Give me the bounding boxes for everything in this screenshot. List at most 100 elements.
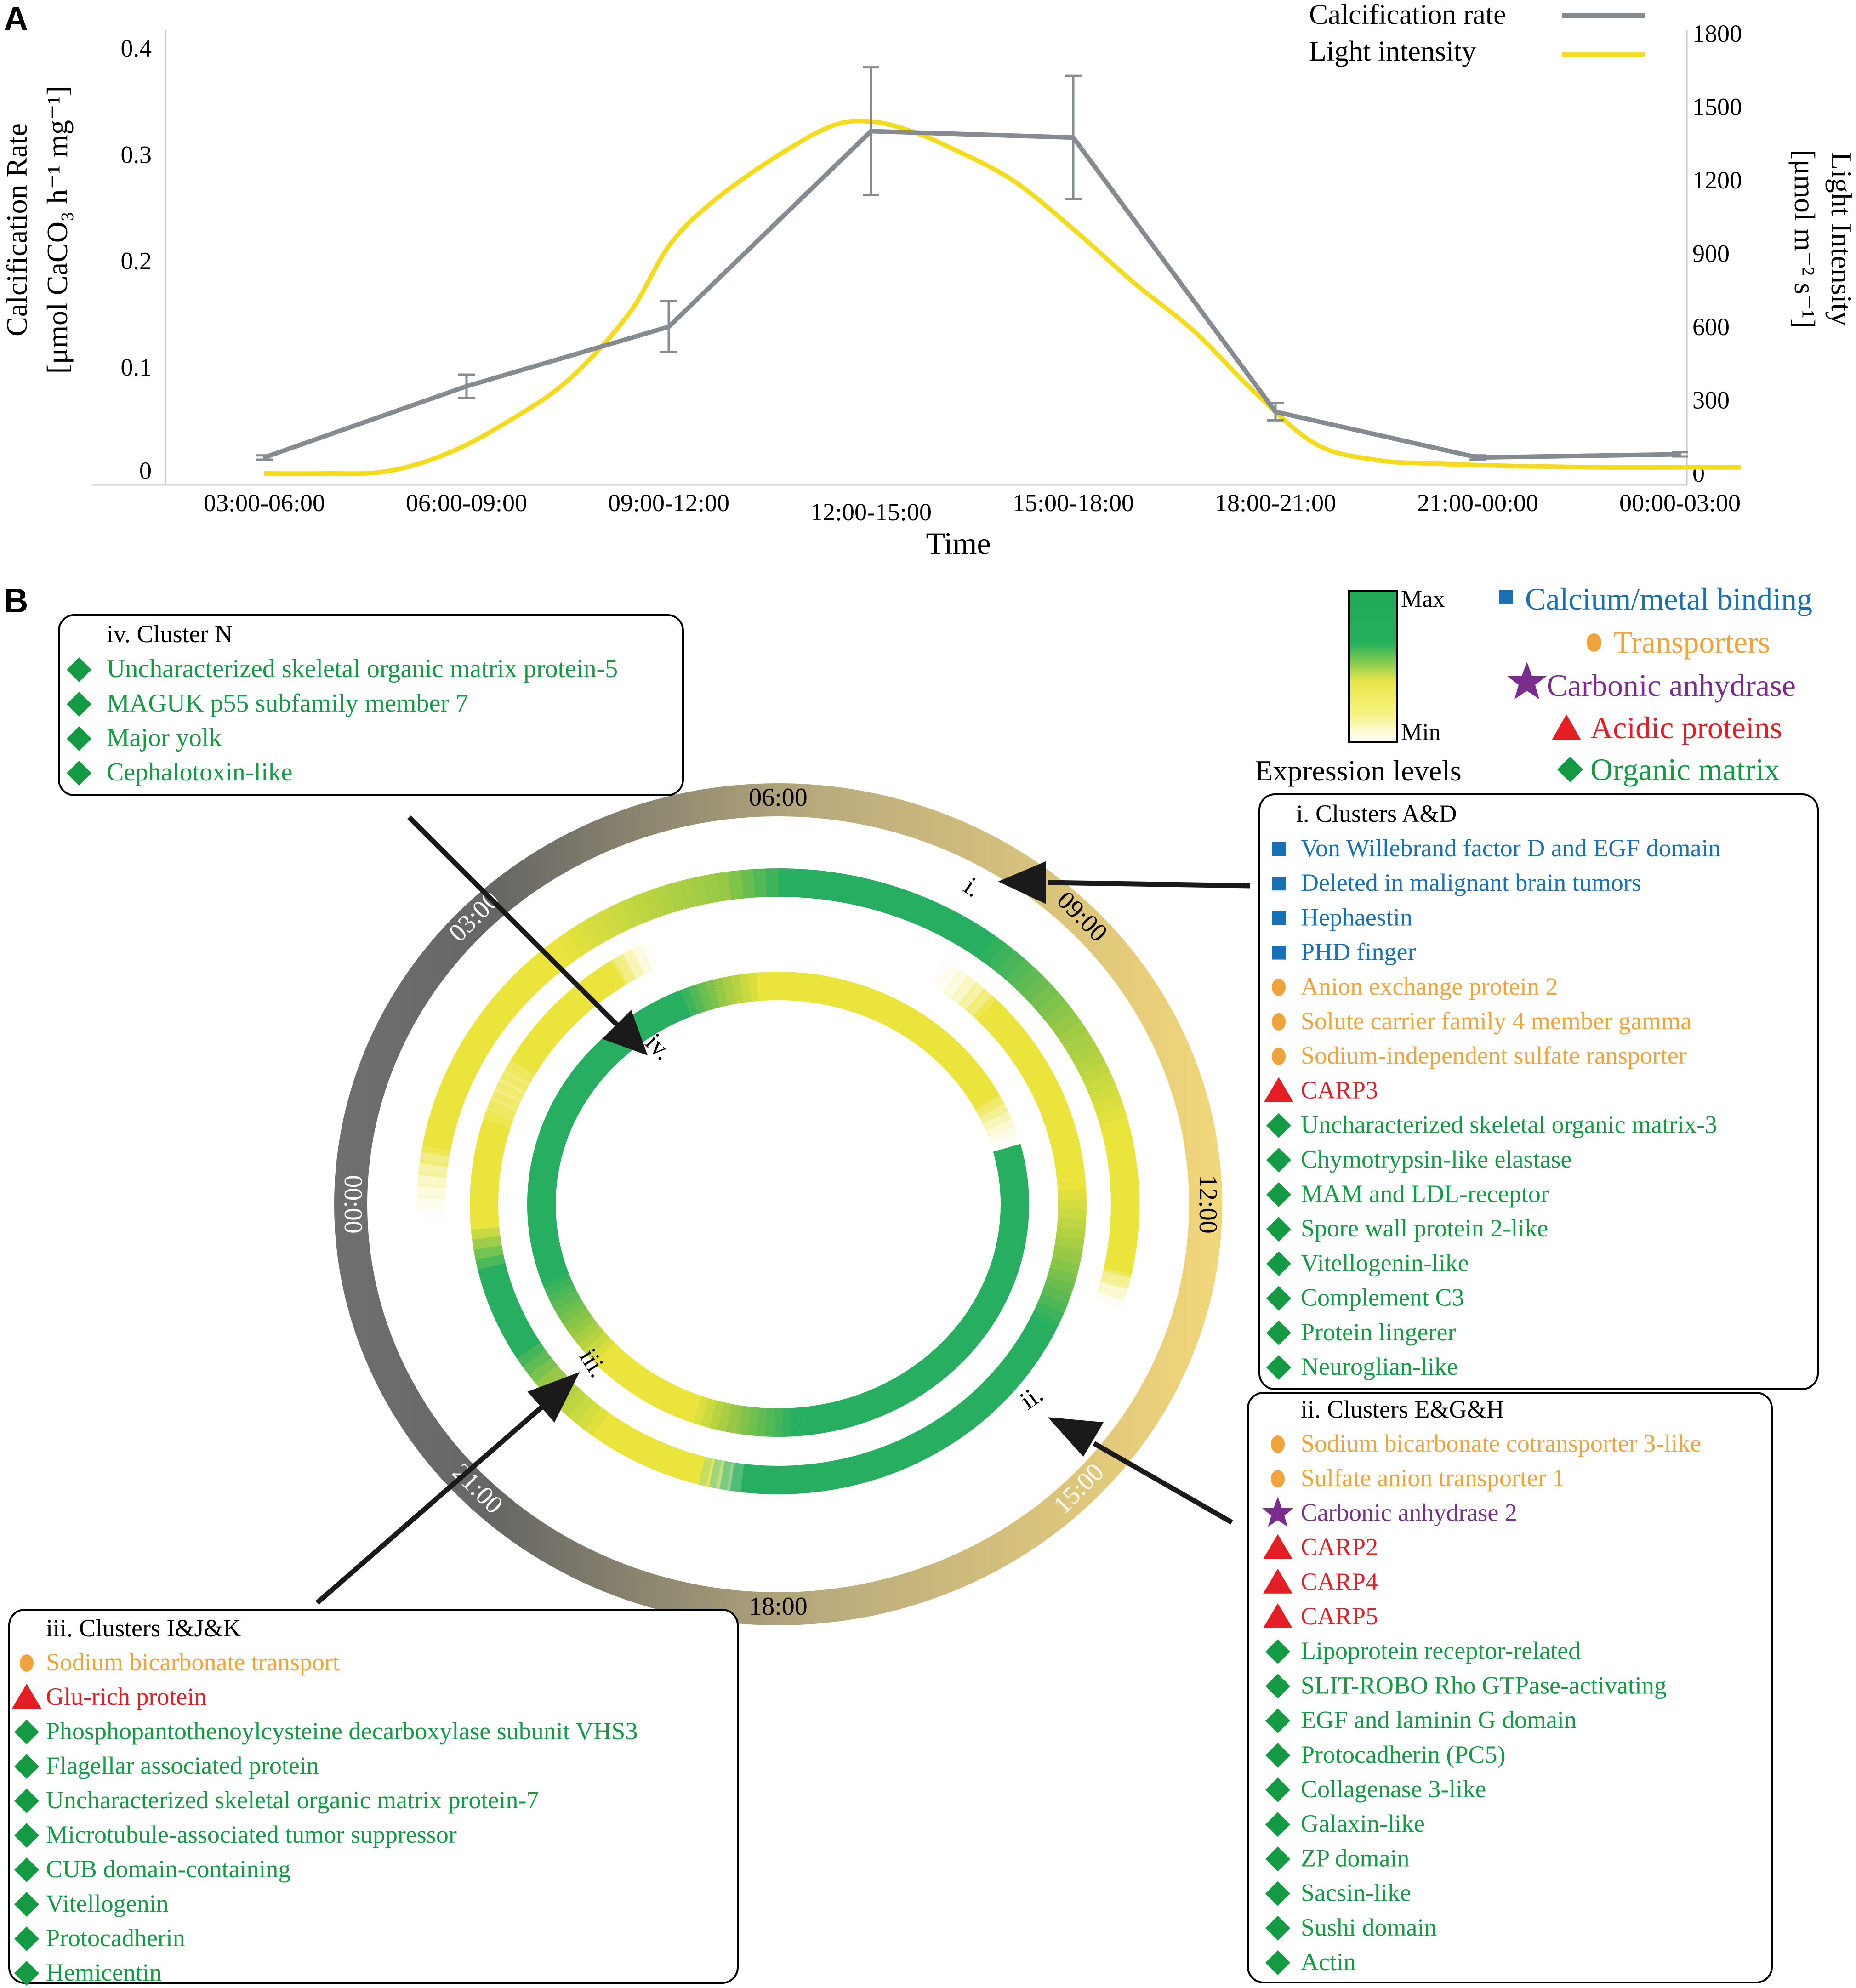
clock-ring xyxy=(334,783,1222,1625)
cluster-item-label: Spore wall protein 2-like xyxy=(1301,1214,1548,1242)
diamond-icon xyxy=(14,1720,39,1744)
x-tick-label: 18:00-21:00 xyxy=(1215,489,1336,517)
x-tick-labels: 03:00-06:00 06:00-09:00 09:00-12:00 12:00-1… xyxy=(204,489,1741,526)
right-axis-title-line1: Light Intensity xyxy=(1825,152,1856,326)
diamond-icon xyxy=(1266,1217,1291,1242)
square-icon xyxy=(1272,877,1286,891)
cluster-iii-list: iii. Clusters I&J&K Sodium bicarbonate tr… xyxy=(12,1614,638,1986)
ring-iv-upper-segment xyxy=(668,993,684,1021)
cluster-item-label: Carbonic anhydrase 2 xyxy=(1301,1498,1517,1526)
diamond-icon xyxy=(1266,1182,1291,1207)
cluster-item-label: ZP domain xyxy=(1301,1844,1410,1872)
diamond-icon xyxy=(1557,757,1583,782)
cluster-title: i. Clusters A&D xyxy=(1296,800,1457,827)
diamond-icon xyxy=(14,1857,39,1882)
cluster-item-label: Glu-rich protein xyxy=(46,1683,206,1710)
ring-i-segment xyxy=(1096,1105,1127,1125)
circle-icon xyxy=(1271,1470,1285,1488)
ring-i-segment xyxy=(1106,1252,1135,1263)
ring-iii-upper-segment xyxy=(620,949,645,980)
circle-icon xyxy=(1272,978,1286,996)
x-tick-label: 06:00-09:00 xyxy=(406,489,527,517)
ring-i-segment xyxy=(703,873,721,904)
star-icon xyxy=(1507,662,1547,699)
right-tick-label: 0 xyxy=(1692,460,1705,487)
cluster-item-label: Flagellar associated protein xyxy=(46,1752,319,1779)
cluster-item-label: Vitellogenin xyxy=(46,1890,169,1917)
right-axis-title-line2: [μmol m⁻² s⁻¹] xyxy=(1788,149,1821,328)
right-tick-label: 300 xyxy=(1692,387,1730,414)
left-tick-labels: 0 0.1 0.2 0.3 0.4 xyxy=(121,34,152,484)
cluster-iv-box xyxy=(58,614,684,796)
ring-ii-segment xyxy=(973,995,996,1020)
cluster-item-label: Protocadherin (PC5) xyxy=(1301,1741,1505,1768)
ring-marker-label: ii. xyxy=(1015,1380,1048,1415)
right-tick-label: 900 xyxy=(1692,240,1730,268)
ring-i-segment xyxy=(421,1145,450,1156)
circle-icon xyxy=(20,1654,34,1672)
left-axis-title-line2: [μmol CaCO₃ h⁻¹ mg⁻¹] xyxy=(41,86,74,374)
cluster-item-label: Von Willebrand factor D and EGF domain xyxy=(1301,834,1721,862)
ring-iii-segment xyxy=(478,1129,508,1146)
right-tick-label: 600 xyxy=(1692,313,1730,341)
cluster-item-label: Phosphopantothenoylcysteine decarboxylas… xyxy=(46,1717,638,1745)
diamond-icon xyxy=(1266,1286,1291,1311)
diamond-icon xyxy=(67,692,91,717)
clock-hour-label: 18:00 xyxy=(749,1592,808,1621)
ring-iii-segment xyxy=(601,1418,626,1448)
diamond-icon xyxy=(1266,1251,1291,1276)
legend-light-label: Light intensity xyxy=(1309,36,1476,67)
cluster-item-label: Sodium-independent sulfate ransporter xyxy=(1301,1042,1687,1069)
cluster-item-label: Protocadherin xyxy=(46,1924,185,1952)
right-tick-label: 1800 xyxy=(1692,20,1742,47)
diamond-icon xyxy=(1266,1355,1291,1380)
triangle-icon xyxy=(1263,1568,1292,1594)
cluster-item-label: Sodium bicarbonate transport xyxy=(46,1648,340,1676)
left-tick-label: 0.2 xyxy=(121,247,152,275)
cluster-item-label: Vitellogenin-like xyxy=(1301,1249,1469,1276)
cluster-item-label: Actin xyxy=(1301,1948,1356,1976)
ring-ii-segment xyxy=(1032,1310,1060,1327)
cluster-item-label: Sodium bicarbonate cotransporter 3-like xyxy=(1301,1430,1701,1457)
clock-hour-label: 06:00 xyxy=(749,783,808,812)
left-tick-label: 0.1 xyxy=(121,353,152,381)
circadian-ring-diagram: 06:0009:0012:0015:0018:0021:0000:0003:00… xyxy=(334,783,1222,1625)
diamond-icon xyxy=(1265,1639,1290,1664)
legend-transporters-label: Transporters xyxy=(1613,625,1770,660)
arrow-i-head xyxy=(998,861,1046,904)
cluster-i-list: i. Clusters A&D Von Willebrand factor D a… xyxy=(1264,800,1721,1380)
cluster-ii-box xyxy=(1247,1392,1773,1983)
cluster-title: iv. Cluster N xyxy=(107,620,233,648)
diamond-icon xyxy=(1266,1113,1291,1138)
ring-i-segment xyxy=(417,1206,446,1222)
ring-i-segment xyxy=(964,925,985,953)
ring-iv-segment xyxy=(692,1396,709,1426)
x-tick-label: 12:00-15:00 xyxy=(810,498,932,526)
ring-iv-upper-segment xyxy=(987,1124,1018,1144)
ring-marker-label: i. xyxy=(958,872,986,903)
arrow-i xyxy=(1048,880,1251,889)
cluster-iii-box xyxy=(8,1609,739,1984)
arrow-iv-head xyxy=(602,1009,648,1056)
diamond-icon xyxy=(1266,1320,1291,1345)
square-icon xyxy=(1272,842,1286,856)
ring-iii-segment xyxy=(727,1462,744,1492)
ring-iii-segment xyxy=(471,1227,501,1240)
cluster-ii-list: ii. Clusters E&G&H Sodium bicarbonate cot… xyxy=(1262,1396,1701,1976)
category-legend: Calcium/metal binding Transporters Carbo… xyxy=(1499,581,1812,787)
ring-iii-segment xyxy=(480,1271,509,1285)
calcification-light-chart: 0 0.1 0.2 0.3 0.4 0 300 600 900 1200 1500 1800 03:… xyxy=(0,0,1856,561)
diamond-icon xyxy=(1266,1147,1291,1173)
cluster-item-label: Cephalotoxin-like xyxy=(107,758,292,786)
panel-b-label: B xyxy=(4,581,28,620)
cluster-title: ii. Clusters E&G&H xyxy=(1301,1396,1504,1423)
left-tick-label: 0 xyxy=(139,457,152,484)
square-icon xyxy=(1272,911,1286,925)
expression-gradient-bar xyxy=(1348,590,1398,743)
cluster-item-label: CARP3 xyxy=(1301,1076,1378,1104)
ring-iv-upper-segment xyxy=(992,1139,1021,1152)
triangle-icon xyxy=(1263,1534,1292,1559)
cluster-item-label: Sulfate anion transporter 1 xyxy=(1301,1464,1565,1492)
cluster-item-label: Galaxin-like xyxy=(1301,1810,1425,1837)
cluster-title: iii. Clusters I&J&K xyxy=(46,1614,241,1642)
